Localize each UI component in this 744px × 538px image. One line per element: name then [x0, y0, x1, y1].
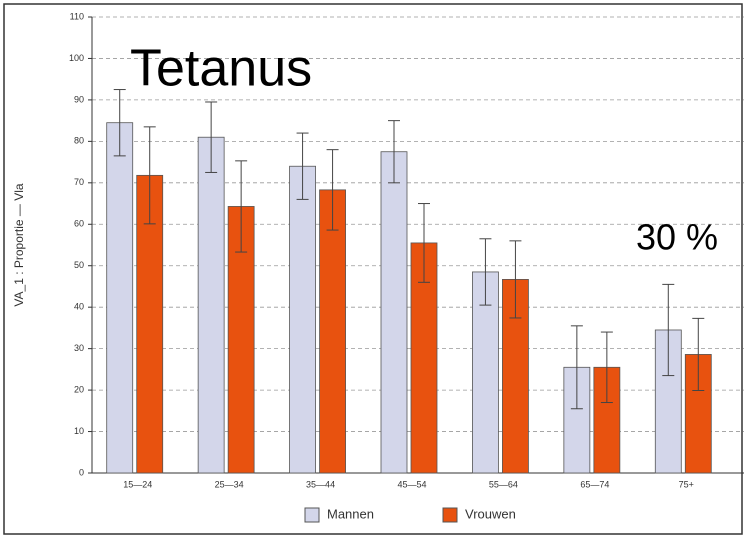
bar: [136, 174, 164, 474]
legend-label: Mannen: [327, 506, 374, 521]
x-tick-label: 75+: [679, 479, 694, 489]
y-tick-label: 0: [79, 467, 84, 477]
bar: [106, 122, 134, 474]
y-tick-label: 30: [74, 343, 84, 353]
y-tick-label: 60: [74, 219, 84, 229]
legend-label: Vrouwen: [465, 506, 516, 521]
y-tick-label: 80: [74, 136, 84, 146]
bar: [380, 151, 408, 474]
y-tick-label: 90: [74, 94, 84, 104]
bar: [197, 136, 225, 474]
y-axis-label: VA_1 : Proportie — Vla: [12, 183, 26, 306]
y-tick-label: 40: [74, 302, 84, 312]
y-tick-label: 20: [74, 384, 84, 394]
y-tick-label: 100: [69, 53, 84, 63]
bar: [289, 165, 316, 474]
x-tick-label: 65—74: [580, 479, 609, 489]
annotation: 30 %: [636, 217, 718, 258]
x-tick-label: 25—34: [215, 479, 244, 489]
y-tick-label: 10: [74, 426, 84, 436]
y-tick-label: 50: [74, 260, 84, 270]
y-tick-label: 110: [70, 11, 84, 21]
bar: [319, 189, 346, 474]
legend-swatch: [304, 507, 320, 523]
x-tick-label: 45—54: [397, 479, 426, 489]
x-tick-label: 55—64: [489, 479, 518, 489]
x-tick-label: 35—44: [306, 479, 335, 489]
y-tick-label: 70: [74, 177, 84, 187]
annotation: Tetanus: [130, 40, 312, 98]
x-tick-label: 15—24: [123, 479, 152, 489]
legend-swatch: [442, 507, 458, 523]
